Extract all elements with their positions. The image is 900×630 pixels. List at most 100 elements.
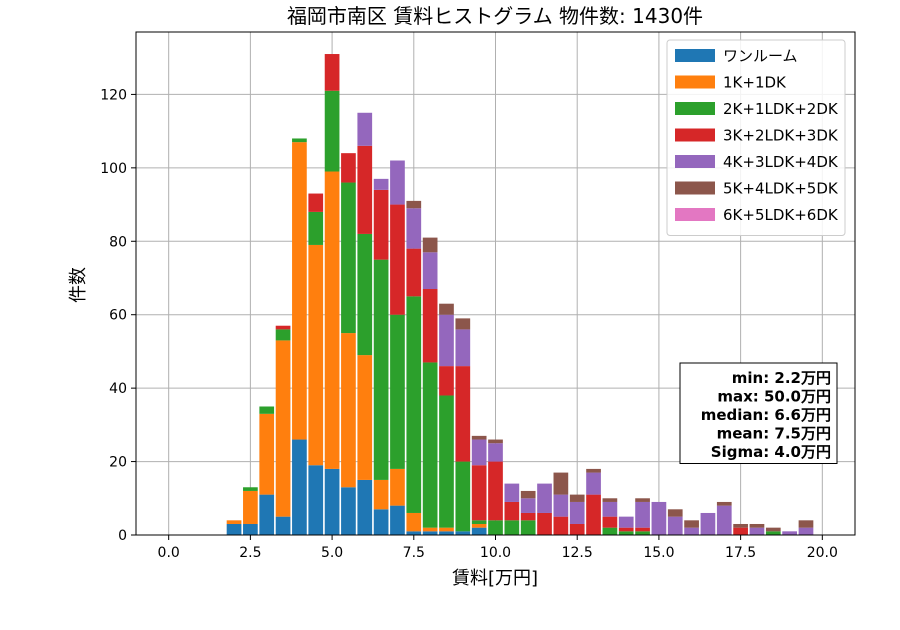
bar-segment [471, 523, 487, 528]
bar-segment [439, 366, 454, 396]
bar-segment [455, 329, 471, 367]
bar-segment [520, 520, 536, 535]
bar-segment [749, 527, 765, 535]
bar-segment [520, 490, 536, 499]
bar-segment [275, 340, 291, 517]
bar-segment [422, 362, 438, 528]
x-tick-label: 0.0 [158, 545, 180, 561]
legend-label: 4K+3LDK+4DK [723, 153, 839, 171]
bar-segment [553, 494, 569, 517]
y-tick-label: 40 [109, 381, 127, 397]
bar-segment [275, 325, 291, 330]
bar-segment [341, 333, 356, 488]
bars [226, 54, 814, 535]
bar-segment [471, 520, 487, 524]
bar-segment [390, 160, 405, 205]
legend-swatch [675, 75, 715, 89]
bar-segment [259, 494, 275, 535]
x-tick-label: 2.5 [239, 545, 261, 561]
bar-segment [373, 479, 389, 510]
bar-segment [569, 494, 585, 502]
bar-segment [569, 523, 585, 535]
bar-segment [586, 468, 601, 473]
bar-segment [341, 182, 356, 334]
bar-segment [733, 523, 748, 528]
bar-segment [455, 461, 471, 532]
bar-segment [569, 501, 585, 524]
bar-segment [553, 516, 569, 535]
legend-swatch [675, 102, 715, 115]
bar-segment [798, 527, 814, 535]
bar-segment [488, 461, 503, 521]
bar-segment [488, 520, 503, 535]
bar-segment [324, 90, 340, 172]
bar-segment [422, 237, 438, 253]
legend-swatch [675, 155, 715, 168]
stats-line: Sigma: 4.0万円 [711, 443, 831, 461]
bar-segment [308, 193, 324, 212]
y-tick-label: 0 [118, 528, 127, 544]
bar-segment [406, 200, 422, 209]
y-tick-label: 20 [109, 455, 127, 471]
bar-segment [537, 483, 552, 513]
x-tick-label: 5.0 [321, 545, 343, 561]
bar-segment [422, 531, 438, 535]
bar-segment [390, 468, 405, 506]
bar-segment [406, 248, 422, 297]
bar-segment [406, 208, 422, 249]
stats-line: median: 6.6万円 [701, 406, 831, 424]
bar-segment [667, 516, 683, 535]
x-tick-label: 7.5 [403, 545, 425, 561]
x-tick-label: 10.0 [480, 545, 511, 561]
bar-segment [259, 406, 275, 414]
x-tick-label: 20.0 [807, 545, 838, 561]
bar-segment [733, 527, 748, 535]
bar-segment [373, 178, 389, 190]
y-tick-label: 60 [109, 308, 127, 324]
bar-segment [373, 259, 389, 480]
bar-segment [357, 355, 373, 480]
bar-segment [439, 314, 454, 367]
bar-segment [439, 531, 454, 535]
bar-segment [292, 142, 307, 440]
bar-segment [471, 439, 487, 466]
bar-segment [635, 531, 650, 535]
bar-segment [716, 501, 732, 506]
bar-segment [504, 501, 520, 521]
legend-label: 6K+5LDK+6DK [723, 206, 839, 224]
bar-segment [275, 516, 291, 535]
bar-segment [504, 483, 520, 502]
bar-segment [275, 329, 291, 341]
bar-segment [635, 527, 650, 532]
bar-segment [341, 487, 356, 535]
legend-label: ワンルーム [723, 47, 798, 65]
bar-segment [455, 366, 471, 462]
bar-segment [455, 531, 471, 535]
bar-segment [520, 498, 536, 513]
bar-segment [390, 314, 405, 469]
bar-segment [439, 303, 454, 315]
bar-segment [635, 498, 650, 502]
legend: ワンルーム 1K+1DK 2K+1LDK+2DK 3K+2LDK+3DK 4K+3LDK… [666, 39, 846, 236]
bar-segment [667, 509, 683, 517]
legend-swatch [675, 128, 715, 142]
legend-label: 1K+1DK [723, 74, 787, 92]
legend-swatch [675, 181, 715, 195]
bar-segment [373, 189, 389, 260]
bar-segment [618, 527, 634, 532]
bar-segment [765, 527, 781, 532]
bar-segment [324, 54, 340, 91]
y-tick-label: 100 [100, 161, 127, 177]
bar-segment [684, 520, 699, 528]
bar-segment [586, 494, 601, 535]
bar-segment [749, 523, 765, 528]
bar-segment [422, 527, 438, 532]
bar-segment [635, 501, 650, 528]
bar-segment [292, 439, 307, 535]
bar-segment [651, 501, 667, 535]
bar-segment [357, 145, 373, 234]
bar-segment [373, 509, 389, 535]
bar-segment [324, 171, 340, 469]
bar-segment [406, 531, 422, 535]
